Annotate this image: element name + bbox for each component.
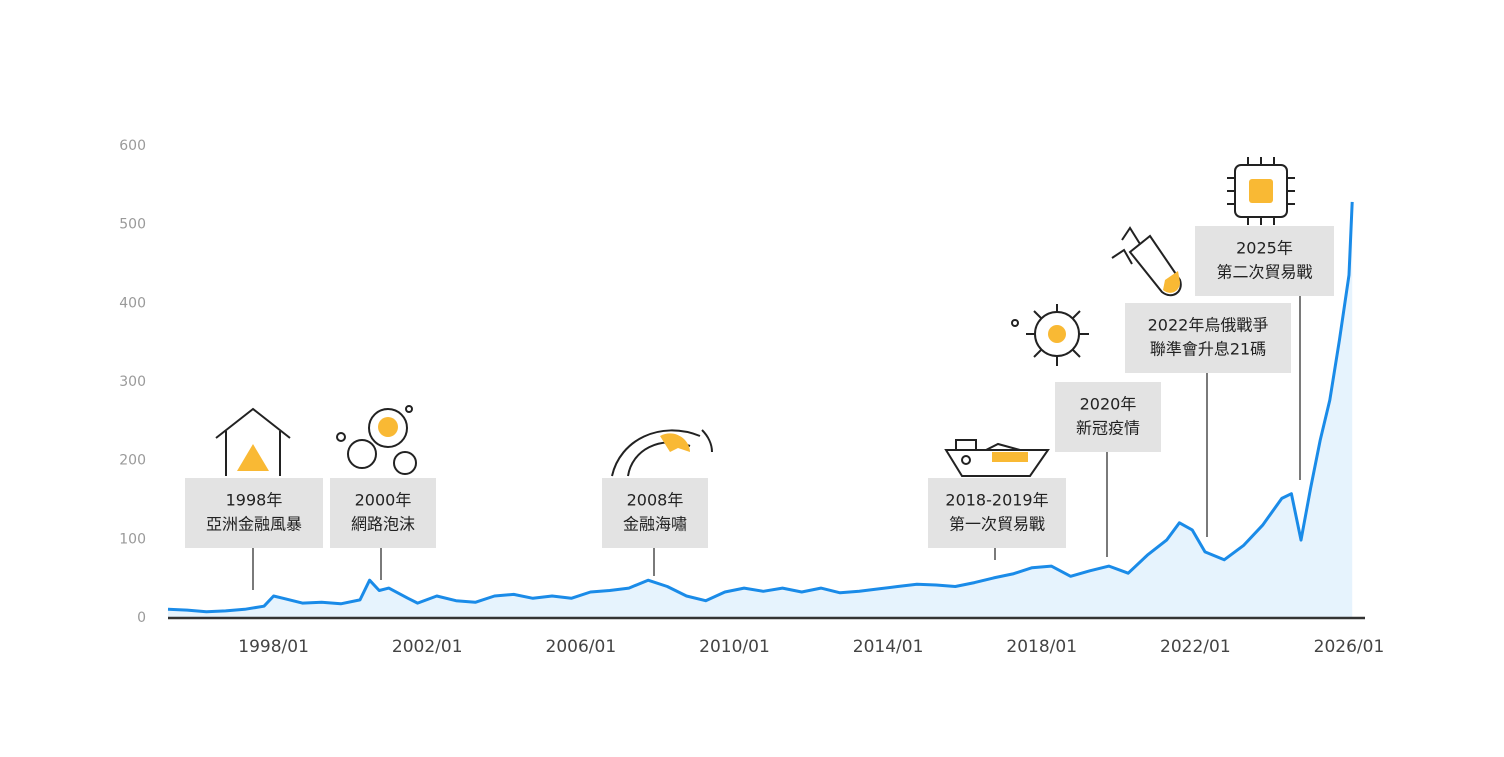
bubble-icon xyxy=(393,451,417,475)
annotation-text: 2022年烏俄戰爭 xyxy=(1148,316,1269,335)
bubble-icon xyxy=(368,408,408,448)
annotation-text: 第一次貿易戰 xyxy=(949,515,1045,534)
annotation-text: 2000年 xyxy=(355,491,412,510)
house-icon xyxy=(215,407,291,476)
x-tick-label: 2026/01 xyxy=(1314,637,1385,657)
x-tick-label: 2002/01 xyxy=(392,637,463,657)
missile-icon xyxy=(1111,226,1182,297)
x-tick-label: 2010/01 xyxy=(699,637,770,657)
y-tick-label: 500 xyxy=(119,217,146,233)
x-tick-label: 2018/01 xyxy=(1006,637,1077,657)
annotation-text: 2008年 xyxy=(627,491,684,510)
x-tick-label: 1998/01 xyxy=(238,637,309,657)
wave-icon xyxy=(660,433,690,452)
virus-icon xyxy=(1048,325,1066,343)
annotation-text: 第二次貿易戰 xyxy=(1216,263,1312,282)
annotation-text: 2020年 xyxy=(1080,395,1137,414)
ship-icon xyxy=(961,455,971,465)
ship-icon xyxy=(944,439,1050,477)
annotation-box xyxy=(602,478,708,548)
x-tick-label: 2022/01 xyxy=(1160,637,1231,657)
x-tick-label: 2006/01 xyxy=(546,637,617,657)
line xyxy=(167,201,1354,614)
annotation-text: 1998年 xyxy=(226,491,283,510)
annotation-text: 2018-2019年 xyxy=(945,491,1048,510)
x-tick-label: 2014/01 xyxy=(853,637,924,657)
bubble-icon xyxy=(405,405,413,413)
warning-icon xyxy=(237,444,269,471)
y-tick-label: 600 xyxy=(119,138,146,154)
icons xyxy=(215,157,1295,477)
chip-icon xyxy=(1227,157,1295,225)
annotation-box xyxy=(1195,226,1334,296)
annotation-box xyxy=(1125,303,1291,373)
y-tick-label: 400 xyxy=(119,295,146,311)
annotation-box xyxy=(1055,382,1161,452)
area-fill xyxy=(168,201,1353,618)
annotation-text: 網路泡沫 xyxy=(351,515,415,534)
annotation-box xyxy=(330,478,436,548)
annotation-text: 亞洲金融風暴 xyxy=(206,515,302,534)
virus-icon xyxy=(1011,319,1019,327)
missile-icon xyxy=(1163,271,1180,293)
bubble-icon xyxy=(347,439,377,469)
chip-icon xyxy=(1249,179,1273,203)
annotation-box xyxy=(928,478,1066,548)
y-tick-label: 0 xyxy=(137,610,146,626)
annotation-text: 2025年 xyxy=(1236,239,1293,258)
ship-icon xyxy=(992,452,1028,462)
annotation-text: 聯準會升息21碼 xyxy=(1150,340,1266,359)
bubble-icon xyxy=(378,417,398,437)
annotation-text: 金融海嘯 xyxy=(623,515,687,534)
bubble-icon xyxy=(336,432,346,442)
y-tick-label: 200 xyxy=(119,453,146,469)
annotation-text: 新冠疫情 xyxy=(1076,419,1140,438)
y-tick-label: 300 xyxy=(119,374,146,390)
annotation-box xyxy=(185,478,323,548)
y-tick-label: 100 xyxy=(119,531,146,547)
virus-icon xyxy=(1026,304,1089,366)
